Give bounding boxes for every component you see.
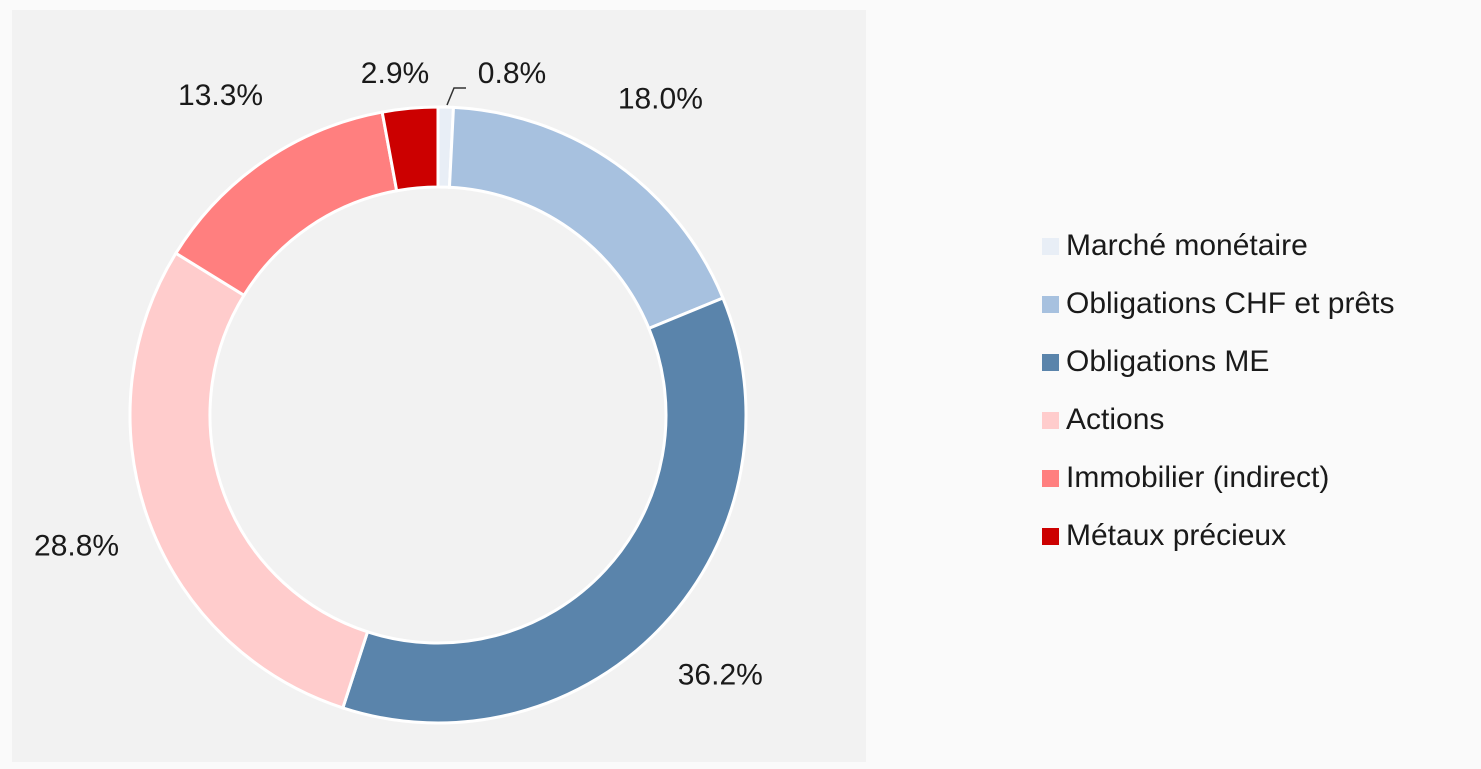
data-label: 36.2% <box>678 659 763 692</box>
legend-swatch <box>1042 528 1059 545</box>
data-label: 13.3% <box>178 79 263 112</box>
leader-line <box>446 87 466 106</box>
donut-slice <box>380 105 440 193</box>
legend-label: Métaux précieux <box>1066 519 1286 552</box>
legend-label: Obligations CHF et prêts <box>1066 287 1394 320</box>
legend-swatch <box>1042 354 1059 371</box>
legend-label: Obligations ME <box>1066 345 1269 378</box>
legend-swatch <box>1042 238 1059 255</box>
donut-slice <box>340 296 748 725</box>
data-label: 18.0% <box>618 83 703 116</box>
legend-label: Actions <box>1066 403 1164 436</box>
data-label: 28.8% <box>34 530 119 563</box>
data-label: 0.8% <box>478 57 546 90</box>
data-label: 2.9% <box>361 57 429 90</box>
legend-label: Marché monétaire <box>1066 229 1308 262</box>
legend-swatch <box>1042 412 1059 429</box>
donut-slice <box>128 251 370 710</box>
legend-swatch <box>1042 470 1059 487</box>
legend-swatch <box>1042 296 1059 313</box>
legend-label: Immobilier (indirect) <box>1066 461 1329 494</box>
